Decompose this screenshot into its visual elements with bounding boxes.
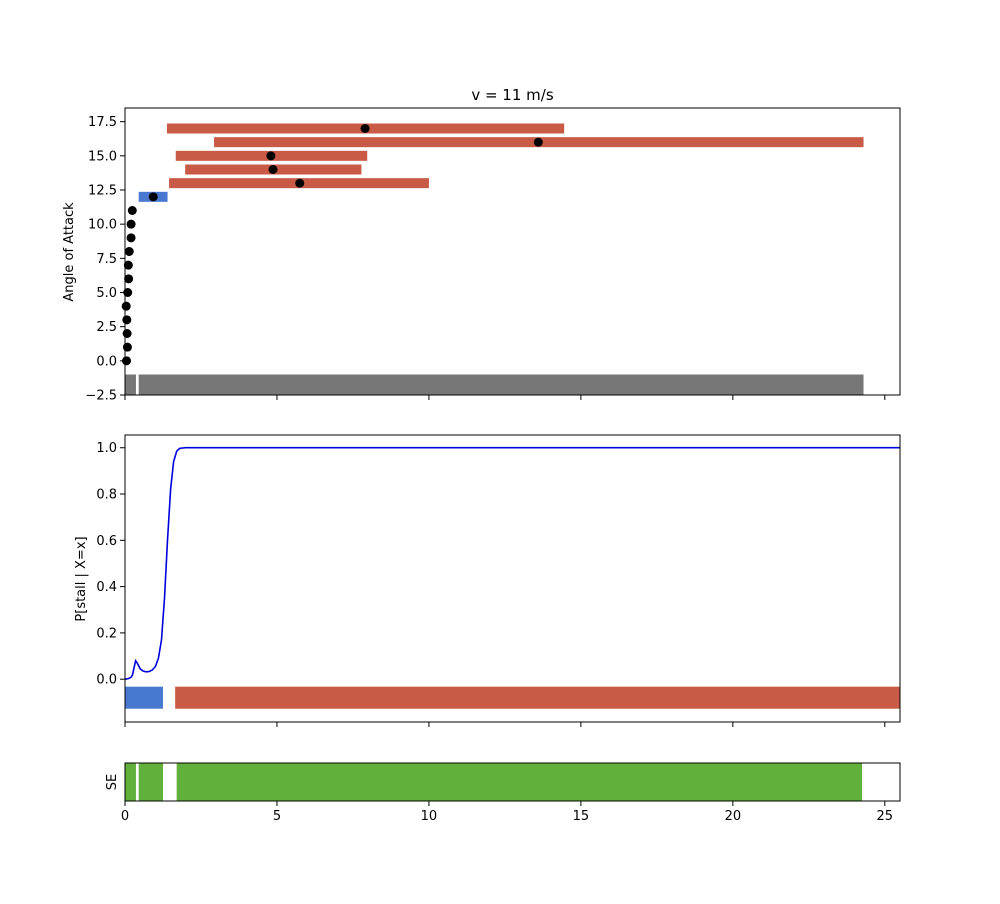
se-segment bbox=[138, 763, 163, 801]
se-segment bbox=[125, 763, 136, 801]
data-point bbox=[122, 315, 132, 325]
data-point bbox=[266, 151, 276, 161]
y-tick-label: 10.0 bbox=[88, 218, 117, 233]
y-tick-label: 7.5 bbox=[96, 252, 117, 267]
x-tick-label: 0 bbox=[121, 809, 129, 824]
x-tick-label: 25 bbox=[877, 809, 894, 824]
y-tick-label: 0.0 bbox=[96, 673, 117, 688]
class-band bbox=[175, 686, 900, 709]
plot-frame bbox=[124, 434, 901, 723]
class-band bbox=[125, 686, 163, 709]
y-axis-title-stall: P[stall | X=x] bbox=[74, 536, 89, 621]
y-tick-label: 17.5 bbox=[88, 115, 117, 130]
data-point bbox=[122, 342, 132, 352]
plot-frame bbox=[124, 107, 901, 396]
x-tick-label: 15 bbox=[573, 809, 590, 824]
stall-probability-panel: 0.0 0.2 0.4 0.6 0.8 1.0 bbox=[96, 434, 901, 727]
base-bar bbox=[138, 374, 864, 395]
stall-probability-line bbox=[124, 446, 900, 680]
angle-of-attack-panel: −2.5 0.0 2.5 5.0 7.5 10.0 12.5 15.0 17.5 bbox=[85, 107, 901, 404]
y-tick-label: 15.0 bbox=[88, 149, 117, 164]
data-point bbox=[121, 301, 131, 311]
data-point bbox=[126, 219, 136, 229]
y-tick-label: 0.8 bbox=[96, 488, 117, 503]
data-point bbox=[268, 165, 278, 174]
y-tick-label: 0.4 bbox=[96, 580, 117, 595]
data-point bbox=[122, 329, 132, 338]
y-tick-label: 5.0 bbox=[96, 286, 117, 301]
se-segment bbox=[176, 763, 863, 801]
y-tick-label: 0.2 bbox=[96, 626, 117, 641]
data-point bbox=[122, 356, 132, 366]
se-panel: 0 5 10 15 20 25 bbox=[121, 762, 901, 824]
data-point bbox=[123, 260, 133, 270]
data-point bbox=[533, 137, 543, 147]
plot-frame bbox=[124, 762, 901, 802]
x-tick-label: 10 bbox=[421, 809, 438, 824]
y-tick-label: 2.5 bbox=[96, 320, 117, 335]
data-point bbox=[360, 124, 370, 133]
y-axis-title-se: SE bbox=[105, 774, 120, 790]
y-tick-label: 0.0 bbox=[96, 354, 117, 369]
x-tick-label: 5 bbox=[273, 809, 281, 824]
x-tick-label: 20 bbox=[725, 809, 742, 824]
data-point bbox=[127, 206, 137, 215]
data-point bbox=[295, 178, 305, 188]
data-point bbox=[126, 233, 136, 243]
data-point bbox=[124, 247, 134, 256]
y-axis-title-angle: Angle of Attack bbox=[62, 202, 77, 302]
y-tick-label: −2.5 bbox=[85, 389, 117, 404]
base-bar bbox=[125, 374, 136, 395]
y-tick-label: 12.5 bbox=[88, 184, 117, 199]
data-point bbox=[124, 274, 134, 284]
y-tick-label: 1.0 bbox=[96, 441, 117, 456]
y-tick-label: 0.6 bbox=[96, 534, 117, 549]
plot-title: v = 11 m/s bbox=[471, 86, 554, 104]
data-point bbox=[148, 192, 158, 202]
